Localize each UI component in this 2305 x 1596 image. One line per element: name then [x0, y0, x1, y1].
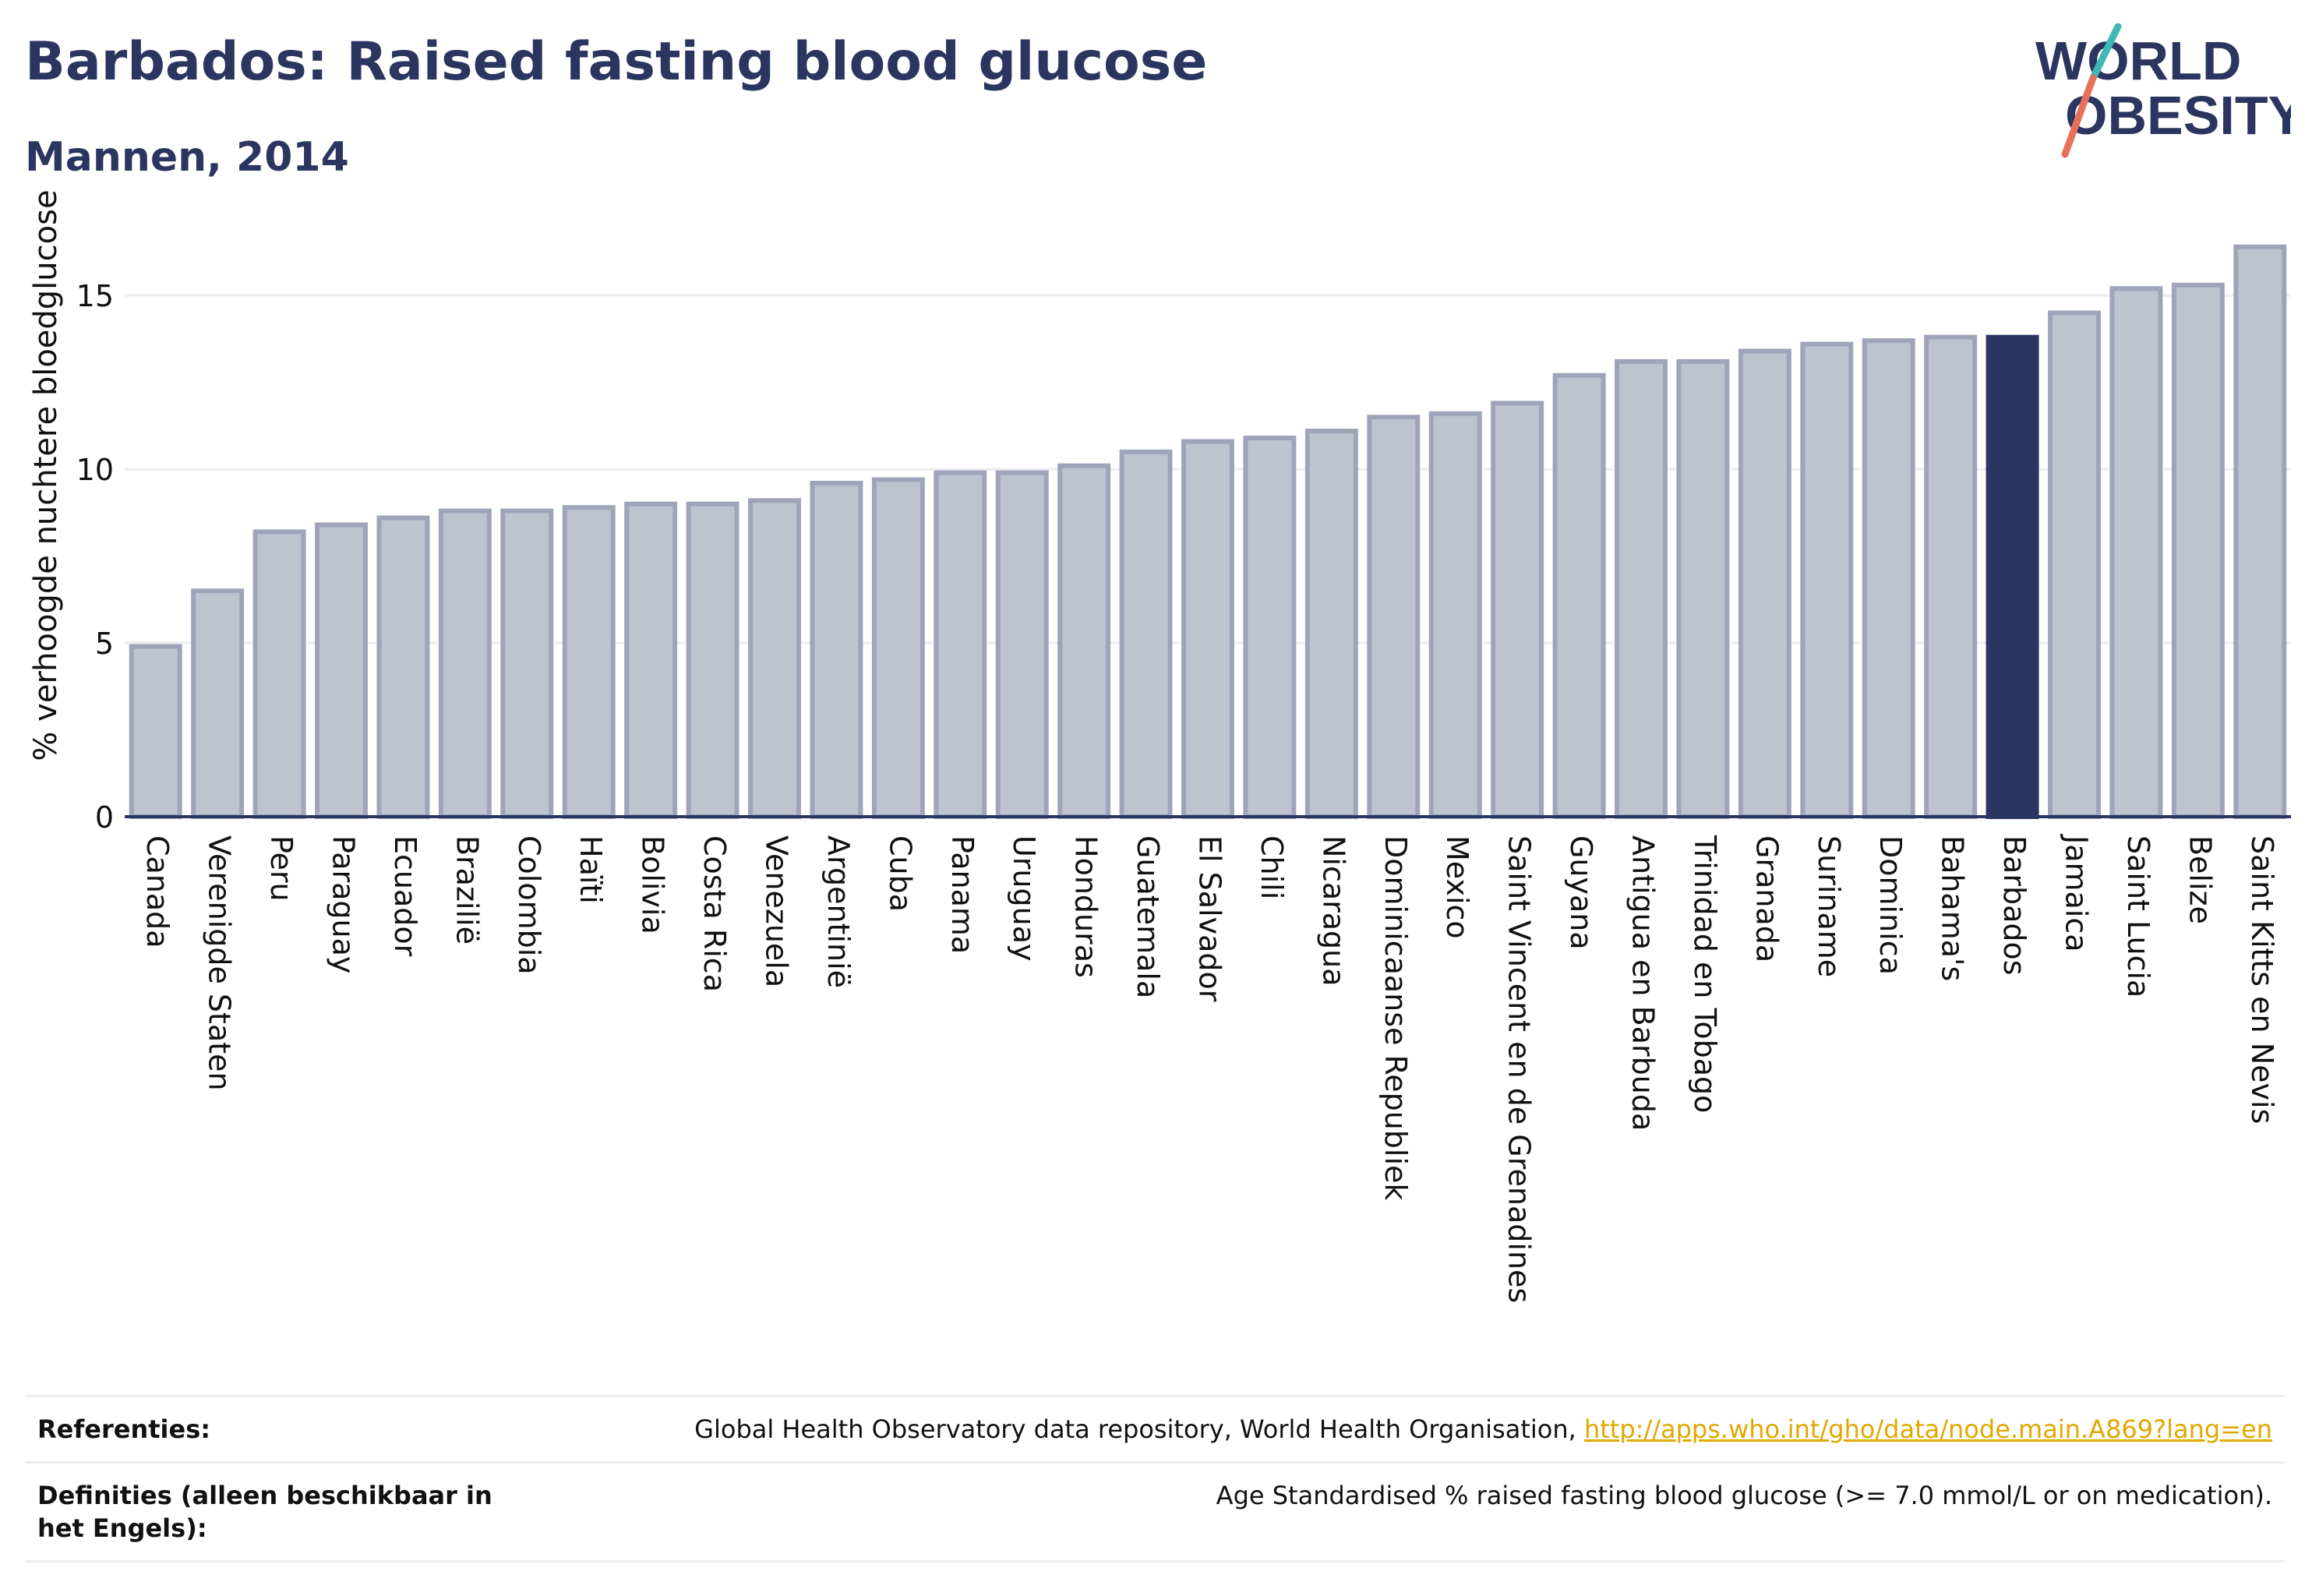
references-value: Global Health Observatory data repositor…: [694, 1413, 2272, 1446]
bar-mexico: [1428, 411, 1482, 819]
bar-guatemala: [1119, 449, 1173, 820]
bar-barbados: [1986, 334, 2039, 819]
x-tick-label: Dominicaanse Republiek: [1378, 835, 1413, 1200]
references-label: Referenties:: [37, 1414, 211, 1444]
x-tick-label: Panama: [945, 835, 980, 954]
bar-el-salvador: [1181, 439, 1234, 820]
x-tick-label: Belize: [2183, 835, 2217, 924]
bar-saint-vincent-en-de-grenadines: [1491, 401, 1544, 819]
bar-bahama-s: [1924, 334, 1978, 819]
references-link[interactable]: http://apps.who.int/gho/data/node.main.A…: [1583, 1414, 2272, 1444]
bar-costa-rica: [686, 501, 740, 819]
bar-uruguay: [995, 470, 1049, 819]
y-tick-label: 15: [76, 279, 114, 313]
bar-dominicaanse-republiek: [1367, 415, 1421, 819]
x-tick-label: Bolivia: [636, 835, 670, 934]
definitions-value: Age Standardised % raised fasting blood …: [1216, 1481, 2272, 1510]
bar-brazili-: [438, 508, 492, 819]
references-row: Referenties: Global Health Observatory d…: [25, 1395, 2285, 1461]
x-tick-label: Canada: [140, 835, 175, 948]
x-tick-label: Suriname: [1812, 835, 1846, 977]
bar-suriname: [1800, 341, 1854, 820]
x-tick-label: Costa Rica: [697, 835, 732, 992]
y-tick-label: 5: [95, 627, 114, 661]
bar-ecuador: [376, 515, 430, 820]
x-tick-label: Guyana: [1564, 835, 1598, 950]
x-tick-label: Paraguay: [327, 835, 361, 973]
bar-argentini-: [810, 480, 863, 819]
bar-antigua-en-barbuda: [1615, 358, 1668, 819]
bar-venezuela: [748, 498, 801, 819]
bar-nicaragua: [1304, 429, 1358, 820]
x-tick-label: Barbados: [1997, 835, 2031, 976]
x-tick-label: Saint Vincent en de Grenadines: [1502, 835, 1537, 1303]
bar-belize: [2171, 282, 2225, 819]
bar-jamaica: [2048, 310, 2101, 819]
world-obesity-logo: WORLD OBESITY: [2035, 23, 2291, 158]
bar-peru: [252, 529, 306, 819]
bar-dominica: [1862, 338, 1915, 819]
x-tick-label: El Salvador: [1193, 835, 1227, 1002]
bar-honduras: [1057, 463, 1111, 819]
x-tick-label: Cuba: [883, 835, 917, 912]
bar-granada: [1738, 348, 1791, 819]
x-tick-label: Venezuela: [760, 835, 794, 987]
logo-line1: WORLD: [2035, 30, 2241, 91]
x-tick-label: Guatemala: [1131, 835, 1165, 998]
x-tick-label: Verenigde Staten: [203, 835, 237, 1091]
x-tick-label: Uruguay: [1007, 835, 1041, 962]
bar-trinidad-en-tobago: [1676, 358, 1730, 819]
bars: [129, 244, 2287, 820]
y-tick-label: 0: [95, 800, 114, 835]
x-tick-label: Saint Lucia: [2121, 835, 2155, 998]
references-table: Referenties: Global Health Observatory d…: [25, 1395, 2285, 1562]
bar-cuba: [871, 477, 925, 820]
x-tick-label: Jamaica: [2060, 834, 2094, 952]
references-text: Global Health Observatory data repositor…: [694, 1414, 1576, 1444]
chart-subtitle: Mannen, 2014: [25, 134, 349, 181]
bar-paraguay: [315, 522, 368, 819]
x-tick-label: Nicaragua: [1316, 835, 1350, 987]
logo-slash-teal: [2089, 23, 2122, 82]
y-tick-label: 10: [76, 453, 114, 487]
x-tick-label: Peru: [264, 835, 298, 902]
x-tick-label: Colombia: [512, 835, 546, 975]
chart-title: Barbados: Raised fasting blood glucose: [25, 31, 1208, 93]
x-tick-label: Trinidad en Tobago: [1688, 835, 1722, 1113]
bar-verenigde-staten: [191, 588, 245, 819]
bar-chili: [1243, 435, 1297, 819]
x-tick-label: Granada: [1749, 835, 1784, 962]
logo-slash-coral: [2061, 74, 2097, 158]
x-tick-label: Bahama's: [1936, 835, 1970, 981]
x-tick-label: Ecuador: [388, 835, 422, 957]
definitions-row: Definities (alleen beschikbaar in het En…: [25, 1461, 2285, 1562]
x-tick-label: Saint Kitts en Nevis: [2245, 835, 2279, 1124]
x-tick-label: Dominica: [1873, 835, 1908, 975]
bar-saint-lucia: [2109, 286, 2163, 819]
x-tick-label: Chili: [1255, 835, 1289, 899]
y-axis-label: % verhoogde nuchtere bloedglucose: [28, 189, 64, 761]
x-tick-label: Mexico: [1440, 835, 1474, 939]
definitions-label: Definities (alleen beschikbaar in het En…: [37, 1481, 492, 1543]
bar-saint-kitts-en-nevis: [2233, 244, 2287, 819]
x-tick-label: Honduras: [1069, 835, 1103, 978]
bar-canada: [129, 644, 182, 819]
bar-ha-ti: [562, 505, 616, 820]
bar-guyana: [1552, 373, 1606, 819]
bar-chart: 0 5 10 15 Canada Verenigde Staten Peru Paraguay…: [28, 189, 2291, 1303]
bar-colombia: [500, 508, 554, 819]
axes: 0 5 10 15 Canada Verenigde Staten Peru Paraguay…: [76, 279, 2291, 1303]
bar-panama: [934, 470, 987, 819]
logo-line2: OBESITY: [2065, 85, 2291, 146]
x-tick-label: Antigua en Barbuda: [1626, 835, 1661, 1131]
x-tick-label: Haïti: [574, 835, 608, 904]
bar-bolivia: [624, 501, 678, 819]
x-tick-label: Argentinië: [821, 835, 856, 988]
x-tick-label: Brazilië: [450, 835, 484, 945]
